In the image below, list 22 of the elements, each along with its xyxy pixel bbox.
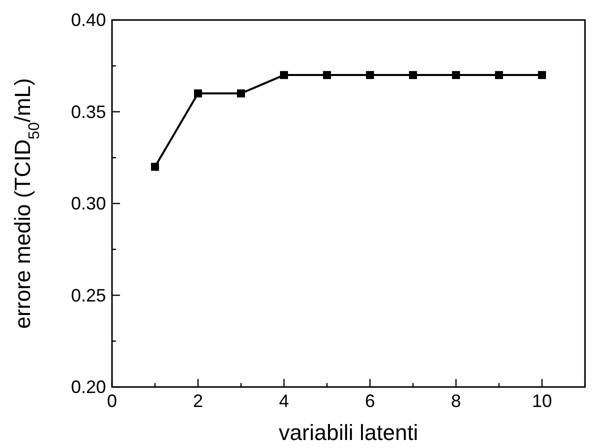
point bbox=[538, 71, 546, 80]
point bbox=[323, 71, 331, 80]
y-tick-label: 0.30 bbox=[70, 194, 106, 214]
point bbox=[409, 71, 417, 80]
point bbox=[280, 71, 288, 80]
y-tick-label: 0.25 bbox=[70, 285, 106, 306]
x-axis-title: variabili latenti bbox=[278, 420, 418, 445]
point bbox=[194, 89, 202, 98]
x-tick-label: 8 bbox=[450, 391, 462, 411]
point bbox=[366, 71, 374, 80]
point bbox=[151, 162, 159, 171]
x-tick-label: 2 bbox=[192, 391, 204, 411]
y-tick-label: 0.35 bbox=[70, 102, 106, 122]
y-tick-label: 0.20 bbox=[70, 377, 106, 397]
point bbox=[452, 71, 460, 80]
point bbox=[237, 89, 245, 98]
x-tick-label: 4 bbox=[278, 391, 290, 411]
y-tick-label: 0.40 bbox=[70, 10, 106, 30]
x-tick-label: 6 bbox=[364, 391, 376, 411]
x-tick-label: 0 bbox=[106, 391, 118, 411]
x-tick-label: 10 bbox=[532, 391, 552, 411]
point bbox=[495, 71, 503, 80]
